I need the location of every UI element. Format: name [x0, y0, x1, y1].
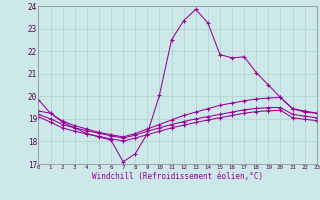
X-axis label: Windchill (Refroidissement éolien,°C): Windchill (Refroidissement éolien,°C) — [92, 172, 263, 181]
